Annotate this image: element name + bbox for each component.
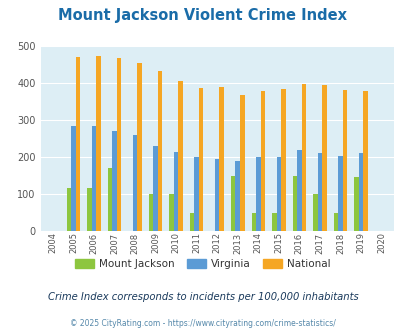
Bar: [107, 168, 112, 231]
Bar: [153, 146, 158, 231]
Bar: [276, 157, 280, 231]
Bar: [292, 176, 296, 231]
Bar: [235, 161, 239, 231]
Bar: [362, 90, 367, 231]
Bar: [321, 85, 326, 231]
Bar: [137, 63, 141, 231]
Bar: [251, 213, 256, 231]
Bar: [353, 178, 358, 231]
Legend: Mount Jackson, Virginia, National: Mount Jackson, Virginia, National: [71, 254, 334, 273]
Bar: [158, 71, 162, 231]
Bar: [239, 95, 244, 231]
Bar: [337, 156, 342, 231]
Bar: [198, 87, 203, 231]
Bar: [271, 213, 276, 231]
Bar: [333, 213, 337, 231]
Bar: [194, 157, 198, 231]
Bar: [96, 56, 100, 231]
Bar: [230, 176, 235, 231]
Bar: [87, 188, 92, 231]
Bar: [190, 213, 194, 231]
Bar: [312, 194, 317, 231]
Text: Mount Jackson Violent Crime Index: Mount Jackson Violent Crime Index: [58, 8, 347, 23]
Bar: [178, 81, 183, 231]
Text: © 2025 CityRating.com - https://www.cityrating.com/crime-statistics/: © 2025 CityRating.com - https://www.city…: [70, 319, 335, 328]
Bar: [342, 90, 346, 231]
Bar: [358, 153, 362, 231]
Bar: [75, 57, 80, 231]
Bar: [169, 194, 173, 231]
Bar: [173, 151, 178, 231]
Bar: [280, 89, 285, 231]
Bar: [317, 153, 321, 231]
Bar: [71, 126, 75, 231]
Bar: [260, 91, 264, 231]
Bar: [214, 159, 219, 231]
Bar: [132, 135, 137, 231]
Bar: [112, 131, 117, 231]
Bar: [296, 150, 301, 231]
Bar: [219, 87, 224, 231]
Text: Crime Index corresponds to incidents per 100,000 inhabitants: Crime Index corresponds to incidents per…: [47, 292, 358, 302]
Bar: [117, 58, 121, 231]
Bar: [149, 194, 153, 231]
Bar: [301, 84, 305, 231]
Bar: [66, 188, 71, 231]
Bar: [256, 157, 260, 231]
Bar: [92, 126, 96, 231]
